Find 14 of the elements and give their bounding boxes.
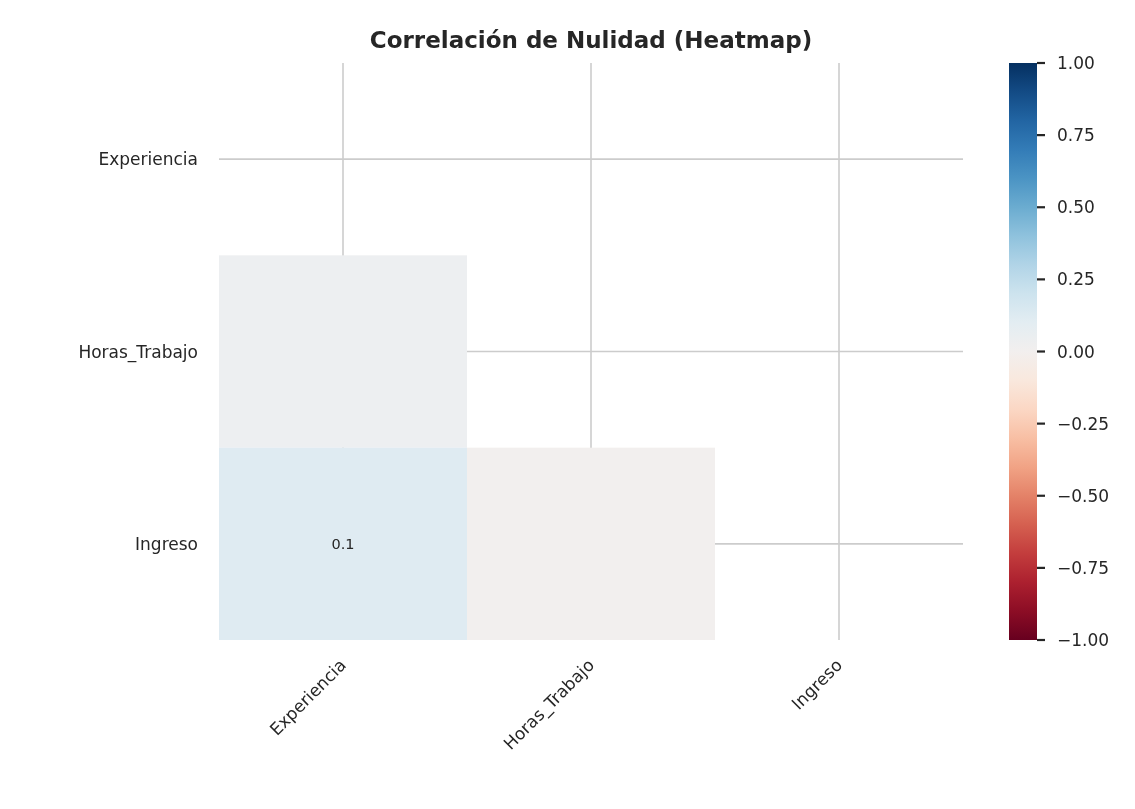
data-label: 0.1 [331,535,355,552]
y-tick-label: Horas_Trabajo [78,341,198,363]
y-tick-label: Ingreso [135,533,198,554]
color-bar-label: −1.00 [1057,630,1110,650]
y-tick-label: Experiencia [98,149,198,170]
chart-title: Correlación de Nulidad (Heatmap) [369,27,813,53]
color-bar-label: 1.00 [1057,53,1095,73]
color-bar-label: −0.50 [1057,485,1110,506]
color-bar-label: 0.50 [1057,197,1095,218]
color-bar-label: 0.25 [1057,269,1095,290]
color-bar-label: −0.75 [1057,557,1110,578]
color-bar-label: −0.25 [1057,413,1110,434]
color-bar-label: 0.75 [1057,125,1095,146]
color-bar-label: 0.00 [1057,341,1095,362]
